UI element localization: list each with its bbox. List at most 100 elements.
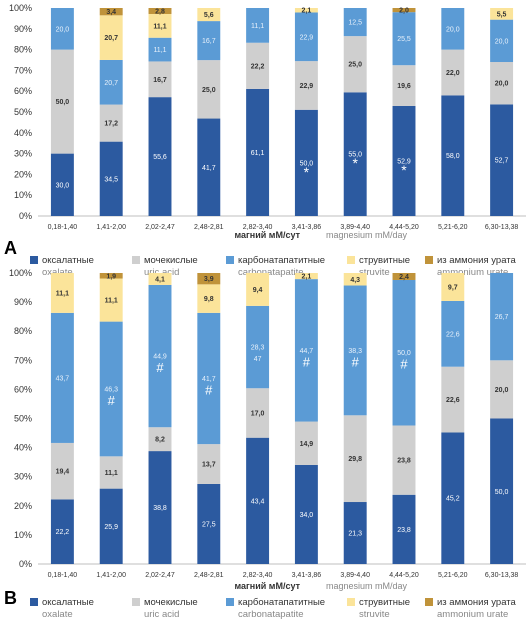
data-label: 26,7 — [495, 314, 509, 321]
data-label: 11,1 — [105, 298, 118, 305]
bar-segment-oxalate — [441, 95, 465, 216]
data-label: 22,0 — [446, 70, 460, 77]
legend-swatch — [30, 256, 38, 264]
bar-segment-struvite — [343, 273, 367, 286]
bar-segment-uric-acid — [441, 49, 465, 96]
y-tick-label: 30% — [14, 149, 32, 159]
significance-marker: * — [304, 164, 310, 180]
legend-swatch — [425, 598, 433, 606]
data-label: 20,0 — [446, 26, 460, 33]
bar-segment-carbonatapatite — [197, 312, 221, 445]
data-label: 22,9 — [300, 83, 314, 90]
data-label: 14,9 — [300, 441, 314, 448]
data-label: 50,0 — [397, 350, 411, 357]
y-tick-label: 60% — [14, 384, 32, 394]
bar-segment-carbonatapatite — [490, 19, 514, 63]
y-tick-label: 20% — [14, 169, 32, 179]
data-label: 2,0 — [399, 8, 409, 15]
x-tick-label: 6,30-13,38 — [485, 224, 519, 231]
bar-segment-uric-acid — [343, 415, 367, 503]
legend-label-ru: мочекислые — [144, 597, 198, 608]
x-tick-label: 2,48-2,81 — [194, 572, 224, 579]
y-tick-label: 10% — [14, 530, 32, 540]
bar-segment-struvite — [148, 13, 172, 38]
bar-segment-carbonatapatite — [343, 285, 367, 416]
data-label: 22,6 — [446, 331, 460, 338]
significance-marker: # — [400, 357, 408, 372]
data-label: 25,0 — [348, 62, 362, 69]
data-label: 25,0 — [202, 87, 216, 94]
data-label: 9,7 — [448, 284, 458, 291]
data-label: 1,9 — [106, 273, 116, 280]
bar-segment-uric-acid — [197, 444, 221, 484]
bar-segment-oxalate — [99, 488, 123, 564]
bar-segment-uric-acid — [343, 36, 367, 93]
bar-segment-uric-acid — [294, 421, 318, 465]
y-tick-label: 40% — [14, 128, 32, 138]
bar-segment-ammonium-urate — [99, 273, 123, 279]
y-tick-label: 50% — [14, 414, 32, 424]
data-label: 13,7 — [202, 462, 216, 469]
bar-segment-uric-acid — [246, 388, 270, 438]
data-label: 29,8 — [348, 456, 362, 463]
bar-segment-struvite — [99, 278, 123, 322]
data-label: 50,0 — [56, 99, 70, 106]
y-tick-label: 80% — [14, 326, 32, 336]
bar-segment-struvite — [441, 273, 465, 301]
y-tick-label: 10% — [14, 190, 32, 200]
bar-segment-oxalate — [246, 437, 270, 564]
data-label: 19,4 — [56, 469, 70, 476]
data-label: 25,5 — [397, 36, 411, 43]
bar-segment-oxalate — [490, 104, 514, 216]
bar-segment-oxalate — [294, 109, 318, 216]
bar-segment-carbonatapatite — [392, 279, 416, 426]
bar-segment-struvite — [197, 8, 221, 22]
data-label: 23,8 — [397, 458, 411, 465]
bar-segment-oxalate — [294, 464, 318, 564]
significance-marker: # — [205, 382, 213, 397]
data-label: 61,1 — [251, 150, 265, 157]
legend-label-en: carbonatapatite — [238, 609, 304, 620]
data-label: 25,9 — [104, 524, 118, 531]
y-tick-label: 40% — [14, 443, 32, 453]
bar-segment-struvite — [294, 8, 318, 13]
bar-segment-struvite — [294, 273, 318, 280]
data-label: 41,7 — [202, 165, 216, 172]
bar-segment-oxalate — [246, 88, 270, 216]
x-tick-label: 5,21-6,20 — [438, 224, 468, 231]
y-tick-label: 20% — [14, 501, 32, 511]
bar-segment-carbonatapatite — [148, 37, 172, 62]
data-label: 4,3 — [350, 277, 360, 284]
data-label: 17,0 — [251, 410, 265, 417]
x-tick-label: 3,89-4,40 — [340, 572, 370, 579]
y-tick-label: 90% — [14, 297, 32, 307]
bar-segment-carbonatapatite — [50, 312, 74, 443]
bar-segment-oxalate — [441, 432, 465, 564]
data-label: 2,4 — [399, 274, 409, 281]
data-label: 11,1 — [153, 23, 166, 30]
bar-segment-uric-acid — [50, 49, 74, 154]
bar-segment-uric-acid — [148, 61, 172, 98]
bar-segment-oxalate — [50, 499, 74, 564]
bar-segment-ammonium-urate — [99, 8, 123, 16]
x-axis-title-en: magnesium mM/day — [326, 230, 408, 240]
data-label: 52,7 — [495, 158, 509, 165]
x-tick-label: 0,18-1,40 — [48, 572, 78, 579]
data-label: 20,0 — [495, 387, 509, 394]
bar-segment-uric-acid — [50, 442, 74, 500]
bar-segment-struvite — [99, 15, 123, 60]
bar-segment-carbonatapatite — [197, 21, 221, 61]
data-label: 22,9 — [300, 34, 314, 41]
bar-segment-oxalate — [148, 97, 172, 216]
y-tick-label: 30% — [14, 472, 32, 482]
data-label: 3,4 — [106, 9, 116, 16]
x-axis-title-ru: магний мМ/сут — [235, 230, 301, 240]
x-tick-label: 2,82-3,40 — [243, 224, 273, 231]
significance-marker: * — [352, 155, 358, 171]
bar-segment-oxalate — [99, 141, 123, 216]
data-label: 2,8 — [155, 8, 165, 15]
data-label: 22,2 — [251, 63, 265, 70]
data-label: 5,5 — [497, 11, 507, 18]
bar-segment-struvite — [490, 8, 514, 20]
significance-marker: # — [156, 360, 164, 375]
